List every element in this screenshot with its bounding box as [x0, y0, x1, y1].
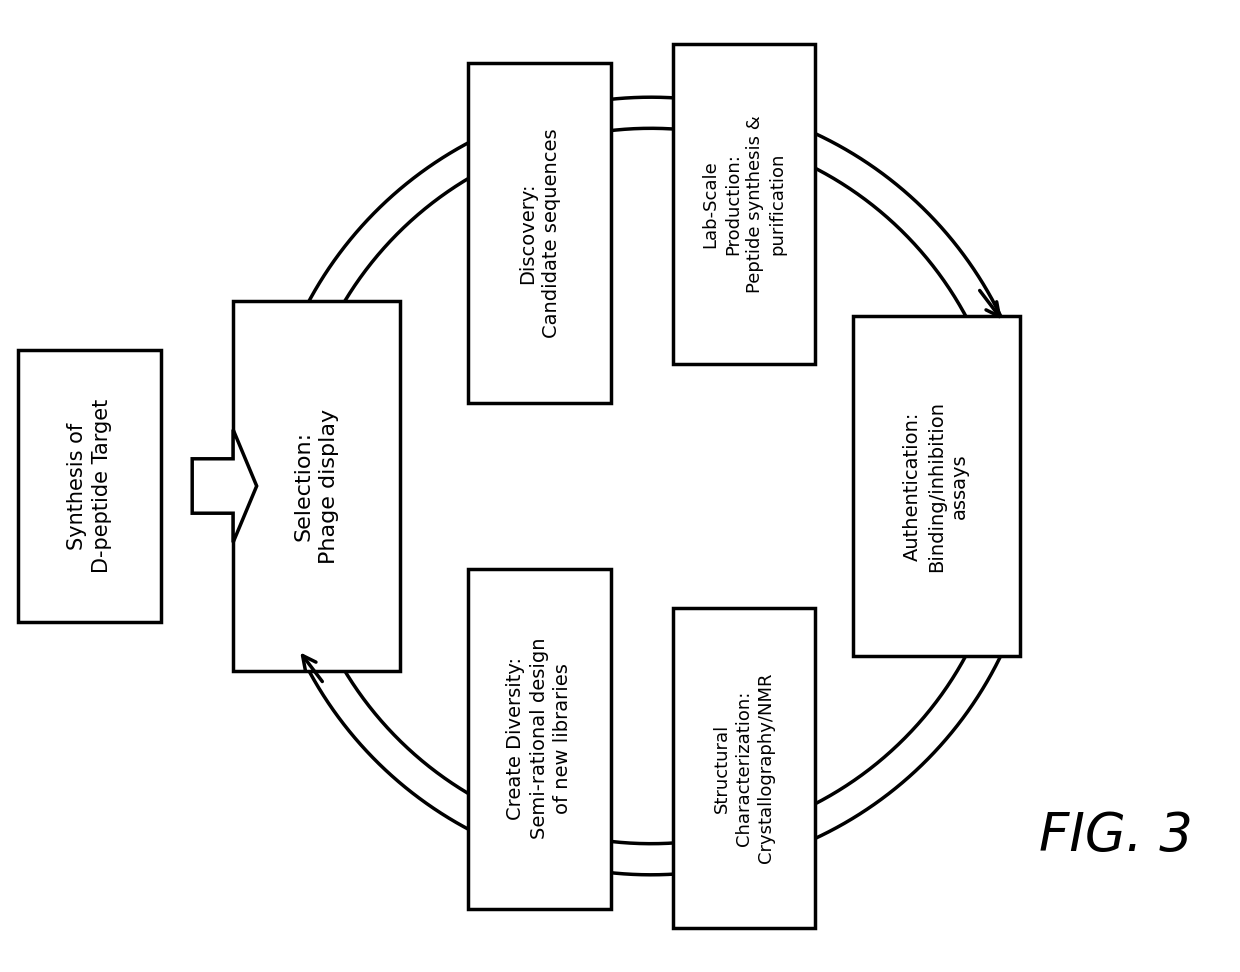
FancyBboxPatch shape [233, 301, 399, 671]
Text: Synthesis of
D-peptide Target: Synthesis of D-peptide Target [67, 399, 112, 573]
FancyBboxPatch shape [672, 608, 816, 928]
Text: Authentication:
Binding/inhibition
assays: Authentication: Binding/inhibition assay… [903, 400, 970, 572]
Text: Lab-Scale
Production:
Peptide synthesis &
purification: Lab-Scale Production: Peptide synthesis … [702, 116, 786, 293]
FancyBboxPatch shape [469, 569, 611, 909]
Text: FIG. 3: FIG. 3 [1039, 810, 1193, 862]
FancyBboxPatch shape [17, 350, 161, 622]
Text: Structural
Characterization:
Crystallography/NMR: Structural Characterization: Crystallogr… [713, 673, 775, 863]
FancyBboxPatch shape [469, 63, 611, 403]
Text: Discovery:
Candidate sequences: Discovery: Candidate sequences [518, 128, 560, 338]
FancyBboxPatch shape [672, 44, 816, 364]
Text: Selection:
Phage display: Selection: Phage display [294, 408, 339, 564]
FancyBboxPatch shape [853, 316, 1019, 656]
Text: Create Diversity:
Semi-rational design
of new libraries: Create Diversity: Semi-rational design o… [506, 638, 573, 840]
Polygon shape [192, 430, 257, 542]
